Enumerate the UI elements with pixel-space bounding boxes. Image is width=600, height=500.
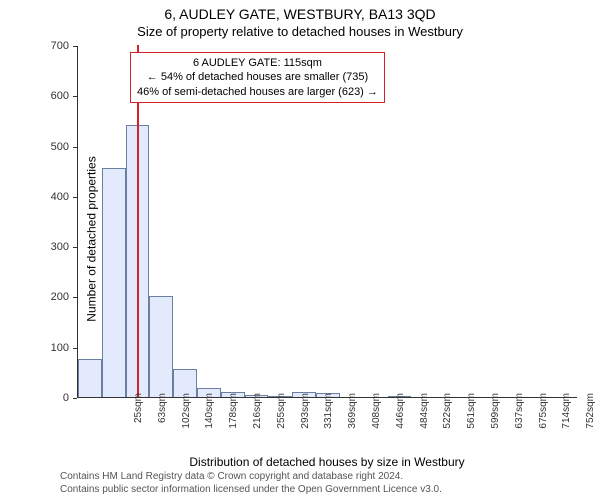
- annotation-line-2: ← 54% of detached houses are smaller (73…: [137, 70, 378, 84]
- histogram-bar: [78, 359, 102, 397]
- y-tick-mark: [73, 197, 77, 198]
- x-tick-label: 408sqm: [371, 393, 382, 441]
- y-tick-mark: [73, 247, 77, 248]
- chart-container: Number of detached properties 6 AUDLEY G…: [45, 46, 585, 431]
- y-tick-label: 400: [39, 191, 69, 203]
- x-tick-label: 369sqm: [347, 393, 358, 441]
- y-tick-label: 0: [39, 392, 69, 404]
- x-tick-label: 637sqm: [514, 393, 525, 441]
- y-tick-mark: [73, 46, 77, 47]
- y-tick-mark: [73, 147, 77, 148]
- x-tick-label: 216sqm: [252, 393, 263, 441]
- annotation-line-1: 6 AUDLEY GATE: 115sqm: [137, 56, 378, 70]
- x-axis-label: Distribution of detached houses by size …: [77, 455, 577, 469]
- x-tick-label: 675sqm: [538, 393, 549, 441]
- x-tick-label: 446sqm: [395, 393, 406, 441]
- footer-attribution: Contains HM Land Registry data © Crown c…: [60, 471, 442, 496]
- chart-title-main: 6, AUDLEY GATE, WESTBURY, BA13 3QD: [0, 0, 600, 22]
- chart-title-sub: Size of property relative to detached ho…: [0, 22, 600, 39]
- x-tick-label: 178sqm: [228, 393, 239, 441]
- histogram-bar: [102, 168, 126, 397]
- x-tick-label: 522sqm: [442, 393, 453, 441]
- x-tick-label: 140sqm: [204, 393, 215, 441]
- y-tick-mark: [73, 398, 77, 399]
- x-tick-label: 102sqm: [181, 393, 192, 441]
- y-tick-mark: [73, 348, 77, 349]
- plot-area: 6 AUDLEY GATE: 115sqm← 54% of detached h…: [77, 46, 577, 398]
- histogram-bar: [149, 296, 173, 397]
- x-tick-label: 561sqm: [466, 393, 477, 441]
- x-tick-label: 599sqm: [490, 393, 501, 441]
- y-tick-mark: [73, 297, 77, 298]
- x-tick-label: 484sqm: [419, 393, 430, 441]
- x-tick-label: 255sqm: [276, 393, 287, 441]
- x-tick-label: 293sqm: [300, 393, 311, 441]
- footer-line-2: Contains public sector information licen…: [60, 484, 442, 497]
- x-tick-label: 714sqm: [561, 393, 572, 441]
- y-tick-label: 200: [39, 291, 69, 303]
- x-tick-label: 25sqm: [133, 393, 144, 441]
- y-tick-label: 100: [39, 342, 69, 354]
- y-tick-label: 300: [39, 241, 69, 253]
- y-tick-label: 700: [39, 40, 69, 52]
- y-tick-label: 600: [39, 90, 69, 102]
- annotation-box: 6 AUDLEY GATE: 115sqm← 54% of detached h…: [130, 52, 385, 103]
- y-tick-mark: [73, 96, 77, 97]
- x-tick-label: 63sqm: [157, 393, 168, 441]
- annotation-line-3: 46% of semi-detached houses are larger (…: [137, 85, 378, 99]
- footer-line-1: Contains HM Land Registry data © Crown c…: [60, 471, 442, 484]
- x-tick-label: 752sqm: [585, 393, 596, 441]
- y-tick-label: 500: [39, 141, 69, 153]
- x-tick-label: 331sqm: [323, 393, 334, 441]
